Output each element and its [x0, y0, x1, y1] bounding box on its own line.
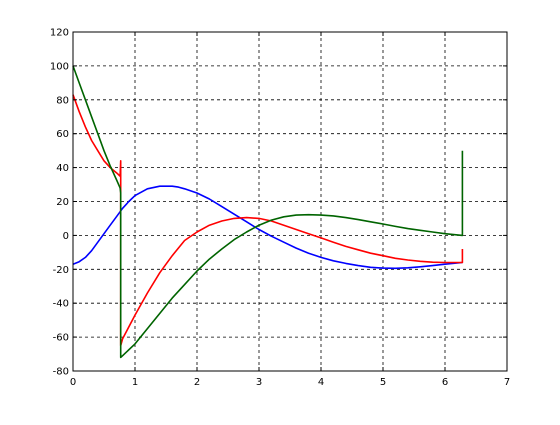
x-tick-label: 1	[132, 377, 138, 388]
x-tick-label: 0	[70, 377, 76, 388]
x-tick-label: 2	[194, 377, 200, 388]
series-line-2	[72, 94, 464, 347]
tick-marks	[72, 31, 508, 372]
y-tick-labels: -80 -60 -40 -20 0 20 40 60 80 100 120	[50, 28, 69, 378]
y-tick-label: 40	[56, 163, 69, 174]
y-tick-label: 80	[56, 95, 69, 106]
y-tick-label: 100	[50, 61, 69, 72]
x-tick-label: 4	[318, 377, 324, 388]
series-line-3	[72, 65, 464, 359]
x-tick-label: 6	[442, 377, 448, 388]
x-tick-label: 5	[380, 377, 386, 388]
series-line-1	[72, 185, 463, 270]
y-tick-label: 60	[56, 129, 69, 140]
series-group	[72, 65, 464, 359]
y-tick-label: 0	[63, 231, 69, 242]
x-tick-label: 7	[504, 377, 510, 388]
y-tick-label: -80	[53, 367, 69, 378]
y-tick-label: -60	[53, 333, 69, 344]
y-tick-label: -40	[53, 299, 69, 310]
y-tick-label: 20	[56, 197, 69, 208]
y-tick-label: -20	[53, 265, 69, 276]
x-tick-labels: 0 1 2 3 4 5 6 7	[70, 377, 510, 388]
y-tick-label: 120	[50, 28, 69, 39]
grid-lines	[73, 32, 507, 371]
x-tick-label: 3	[256, 377, 262, 388]
